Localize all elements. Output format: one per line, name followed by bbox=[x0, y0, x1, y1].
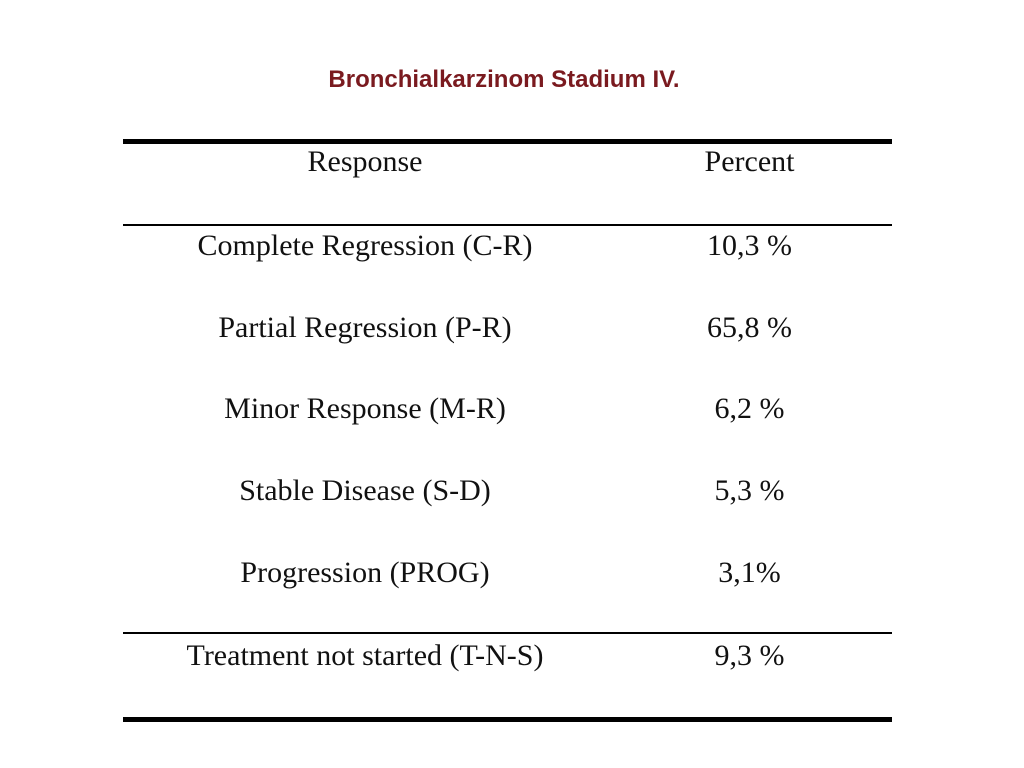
row-response: Treatment not started (T-N-S) bbox=[186, 639, 544, 672]
row-response: Minor Response (M-R) bbox=[224, 392, 506, 425]
row-response: Complete Regression (C-R) bbox=[197, 229, 533, 262]
header-response: Response bbox=[307, 145, 423, 178]
slide-title: Bronchialkarzinom Stadium IV. bbox=[328, 66, 680, 93]
row-percent: 3,1% bbox=[718, 556, 781, 589]
header-percent: Percent bbox=[704, 145, 795, 178]
section-divider-rule bbox=[123, 632, 892, 634]
row-percent: 10,3 % bbox=[707, 229, 792, 262]
table-bottom-rule bbox=[123, 717, 892, 722]
row-response: Partial Regression (P-R) bbox=[218, 311, 512, 344]
row-percent: 9,3 % bbox=[714, 639, 785, 672]
row-percent: 5,3 % bbox=[714, 474, 785, 507]
row-response: Progression (PROG) bbox=[240, 556, 490, 589]
table-top-rule bbox=[123, 139, 892, 144]
row-percent: 65,8 % bbox=[707, 311, 792, 344]
row-response: Stable Disease (S-D) bbox=[239, 474, 491, 507]
row-percent: 6,2 % bbox=[714, 392, 785, 425]
header-divider-rule bbox=[123, 224, 892, 226]
